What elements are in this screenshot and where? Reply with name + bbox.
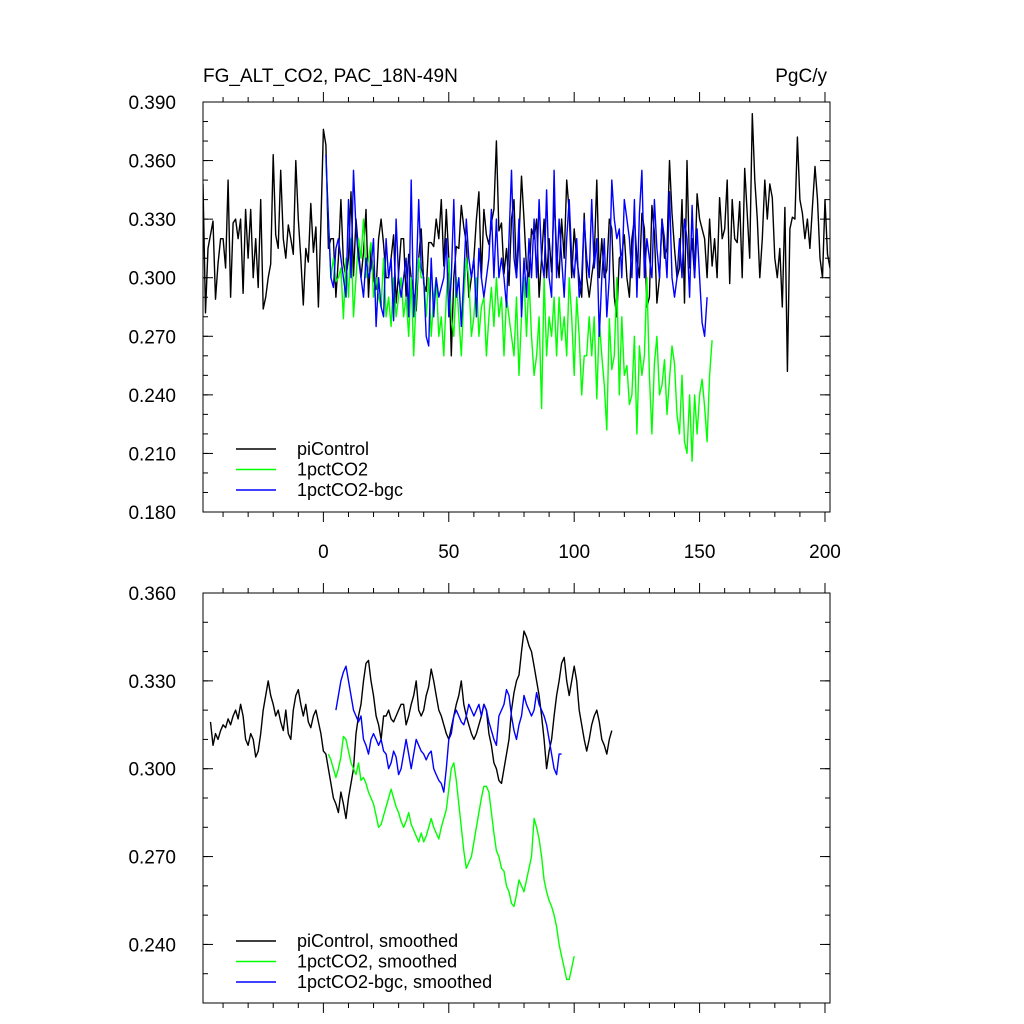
series-line-1pctco2-bgc-smoothed [335,665,562,793]
y-tick-label: 0.210 [128,444,176,465]
legend-label: piControl [297,439,369,459]
series-line-picontrol-smoothed [209,630,613,820]
x-tick-label: 150 [684,542,716,563]
x-tick-label: 0 [318,542,329,563]
bottom-panel: 0.240 0.270 0.300 0.330 0.360 piControl, smo… [128,583,831,1013]
y-tick-label: 0.360 [128,584,176,605]
top-panel: FG_ALT_CO2, PAC_18N-49N PgC/y 0.180 0.210… [128,66,841,563]
y-tick-label: 0.270 [128,327,176,348]
y-tick-label: 0.390 [128,93,176,114]
y-tick-label: 0.360 [128,152,176,173]
series-line-1pctco2-smoothed [327,735,575,981]
legend-label: 1pctCO2-bgc, smoothed [297,972,492,992]
top-units: PgC/y [775,66,827,87]
legend-label: 1pctCO2-bgc [297,480,403,500]
top-title: FG_ALT_CO2, PAC_18N-49N [203,66,458,87]
top-axes: 0.180 0.210 0.240 0.270 0.300 0.330 0.360 0.390… [128,92,841,563]
bottom-series [209,630,613,981]
legend-label: 1pctCO2 [297,460,368,480]
x-tick-label: 200 [809,542,841,563]
y-tick-label: 0.270 [128,848,176,869]
y-tick-label: 0.180 [128,503,176,524]
y-tick-label: 0.330 [128,210,176,231]
series-line-1pctco2-bgc [325,154,708,347]
y-tick-label: 0.300 [128,269,176,290]
y-tick-label: 0.330 [128,672,176,693]
series-line-1pctco2 [325,160,713,462]
y-tick-label: 0.240 [128,935,176,956]
x-tick-label: 50 [438,542,459,563]
y-tick-label: 0.240 [128,386,176,407]
legend-label: piControl, smoothed [297,931,458,951]
bottom-axes: 0.240 0.270 0.300 0.330 0.360 [128,583,830,1013]
legend-label: 1pctCO2, smoothed [297,952,457,972]
y-tick-label: 0.300 [128,760,176,781]
x-tick-label: 100 [558,542,590,563]
top-series [203,112,830,462]
top-plot-frame [202,101,831,513]
